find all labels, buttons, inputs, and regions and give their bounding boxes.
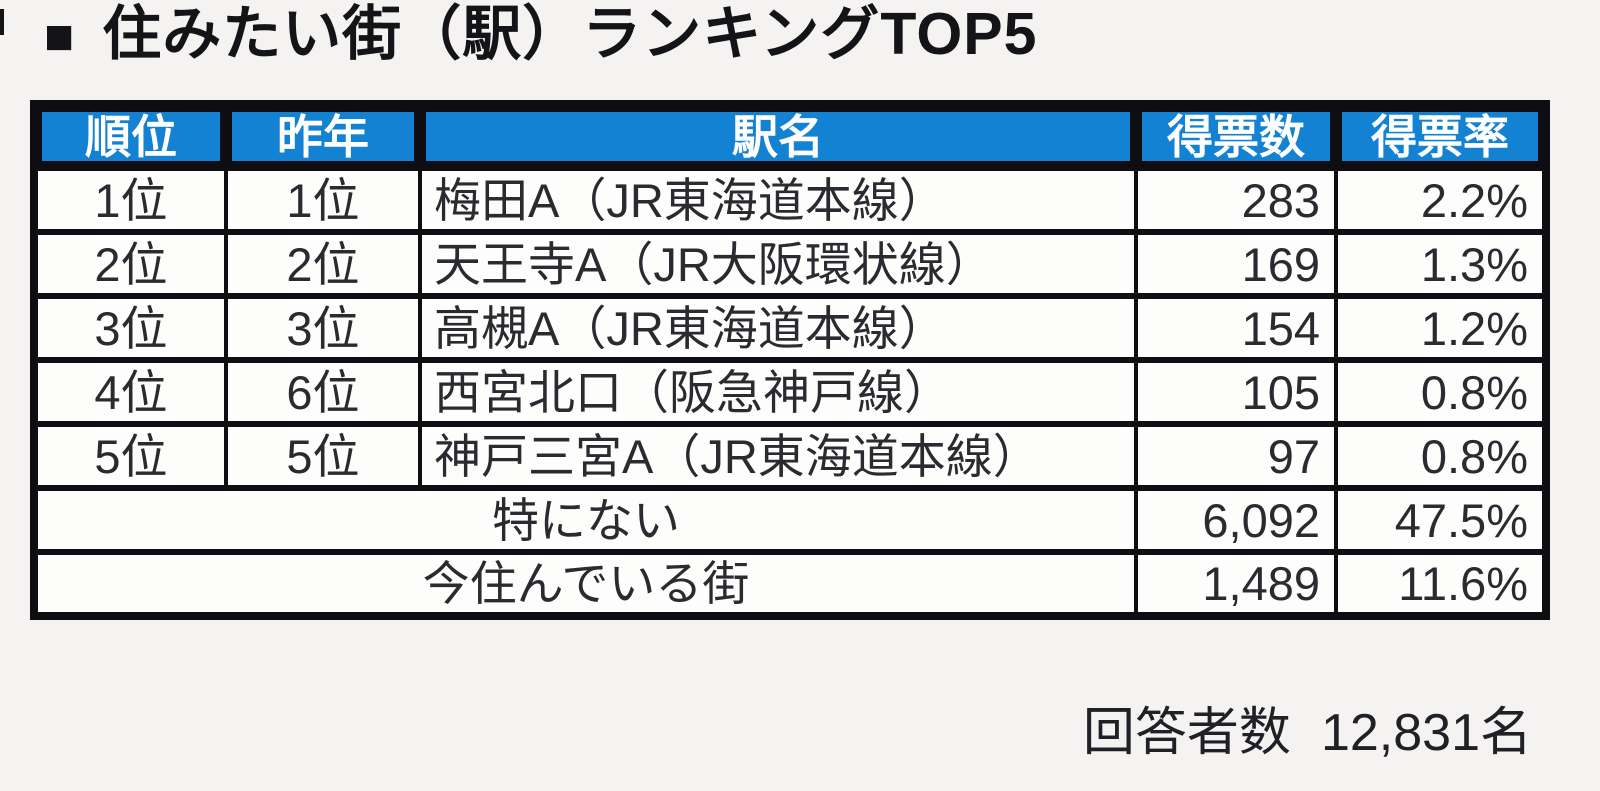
column-header-share: 得票率 (1334, 101, 1546, 168)
votes-cell: 154 (1134, 293, 1336, 360)
rank-cell: 5位 (34, 421, 226, 488)
share-cell: 2.2% (1334, 165, 1546, 232)
last-year-cell: 1位 (224, 165, 420, 232)
share-cell: 0.8% (1334, 421, 1546, 488)
share-cell: 47.5% (1334, 485, 1546, 552)
header-row: 順位 昨年 駅名 得票数 得票率 (34, 101, 1546, 168)
page-title: 住みたい街（駅）ランキングTOP5 (102, 1, 1038, 67)
share-cell: 1.2% (1334, 293, 1546, 360)
last-year-cell: 3位 (224, 293, 420, 360)
votes-cell: 169 (1134, 229, 1336, 296)
votes-cell: 283 (1134, 165, 1336, 232)
title-bullet-icon: ■ (44, 8, 75, 65)
station-cell: 西宮北口（阪急神戸線） (418, 357, 1136, 424)
station-cell: 神戸三宮A（JR東海道本線） (418, 421, 1136, 488)
rank-cell: 3位 (34, 293, 226, 360)
respondents-value: 12,831名 (1320, 704, 1532, 762)
table-row: 4位 6位 西宮北口（阪急神戸線） 105 0.8% (34, 357, 1546, 424)
title-section: ■ 住みたい街（駅）ランキングTOP5 (44, 2, 1037, 67)
station-cell: 高槻A（JR東海道本線） (418, 293, 1136, 360)
table-row: 3位 3位 高槻A（JR東海道本線） 154 1.2% (34, 293, 1546, 360)
table-row: 5位 5位 神戸三宮A（JR東海道本線） 97 0.8% (34, 421, 1546, 488)
column-header-votes: 得票数 (1134, 101, 1336, 168)
share-cell: 1.3% (1334, 229, 1546, 296)
table-row: 1位 1位 梅田A（JR東海道本線） 283 2.2% (34, 165, 1546, 232)
table-row: 2位 2位 天王寺A（JR大阪環状線） 169 1.3% (34, 229, 1546, 296)
respondents-label: 回答者数 (1082, 704, 1291, 762)
votes-cell: 97 (1134, 421, 1336, 488)
rank-cell: 2位 (34, 229, 226, 296)
last-year-cell: 2位 (224, 229, 420, 296)
last-year-cell: 5位 (224, 421, 420, 488)
column-header-rank: 順位 (34, 101, 226, 168)
summary-label-cell: 今住んでいる街 (34, 549, 1136, 616)
rank-cell: 4位 (34, 357, 226, 424)
station-cell: 梅田A（JR東海道本線） (418, 165, 1136, 232)
screen-edge-artifact (0, 9, 4, 35)
last-year-cell: 6位 (224, 357, 420, 424)
summary-row: 今住んでいる街 1,489 11.6% (34, 549, 1546, 616)
votes-cell: 1,489 (1134, 549, 1336, 616)
rank-cell: 1位 (34, 165, 226, 232)
station-cell: 天王寺A（JR大阪環状線） (418, 229, 1136, 296)
respondents-note: 回答者数 12,831名 (30, 690, 1532, 765)
summary-row: 特にない 6,092 47.5% (34, 485, 1546, 552)
summary-label-cell: 特にない (34, 485, 1136, 552)
ranking-table: 順位 昨年 駅名 得票数 得票率 1位 1位 梅田A（JR東海道本線） 283 … (30, 100, 1550, 620)
column-header-station: 駅名 (418, 101, 1136, 168)
votes-cell: 6,092 (1134, 485, 1336, 552)
share-cell: 0.8% (1334, 357, 1546, 424)
column-header-last-year: 昨年 (224, 101, 420, 168)
votes-cell: 105 (1134, 357, 1336, 424)
share-cell: 11.6% (1334, 549, 1546, 616)
